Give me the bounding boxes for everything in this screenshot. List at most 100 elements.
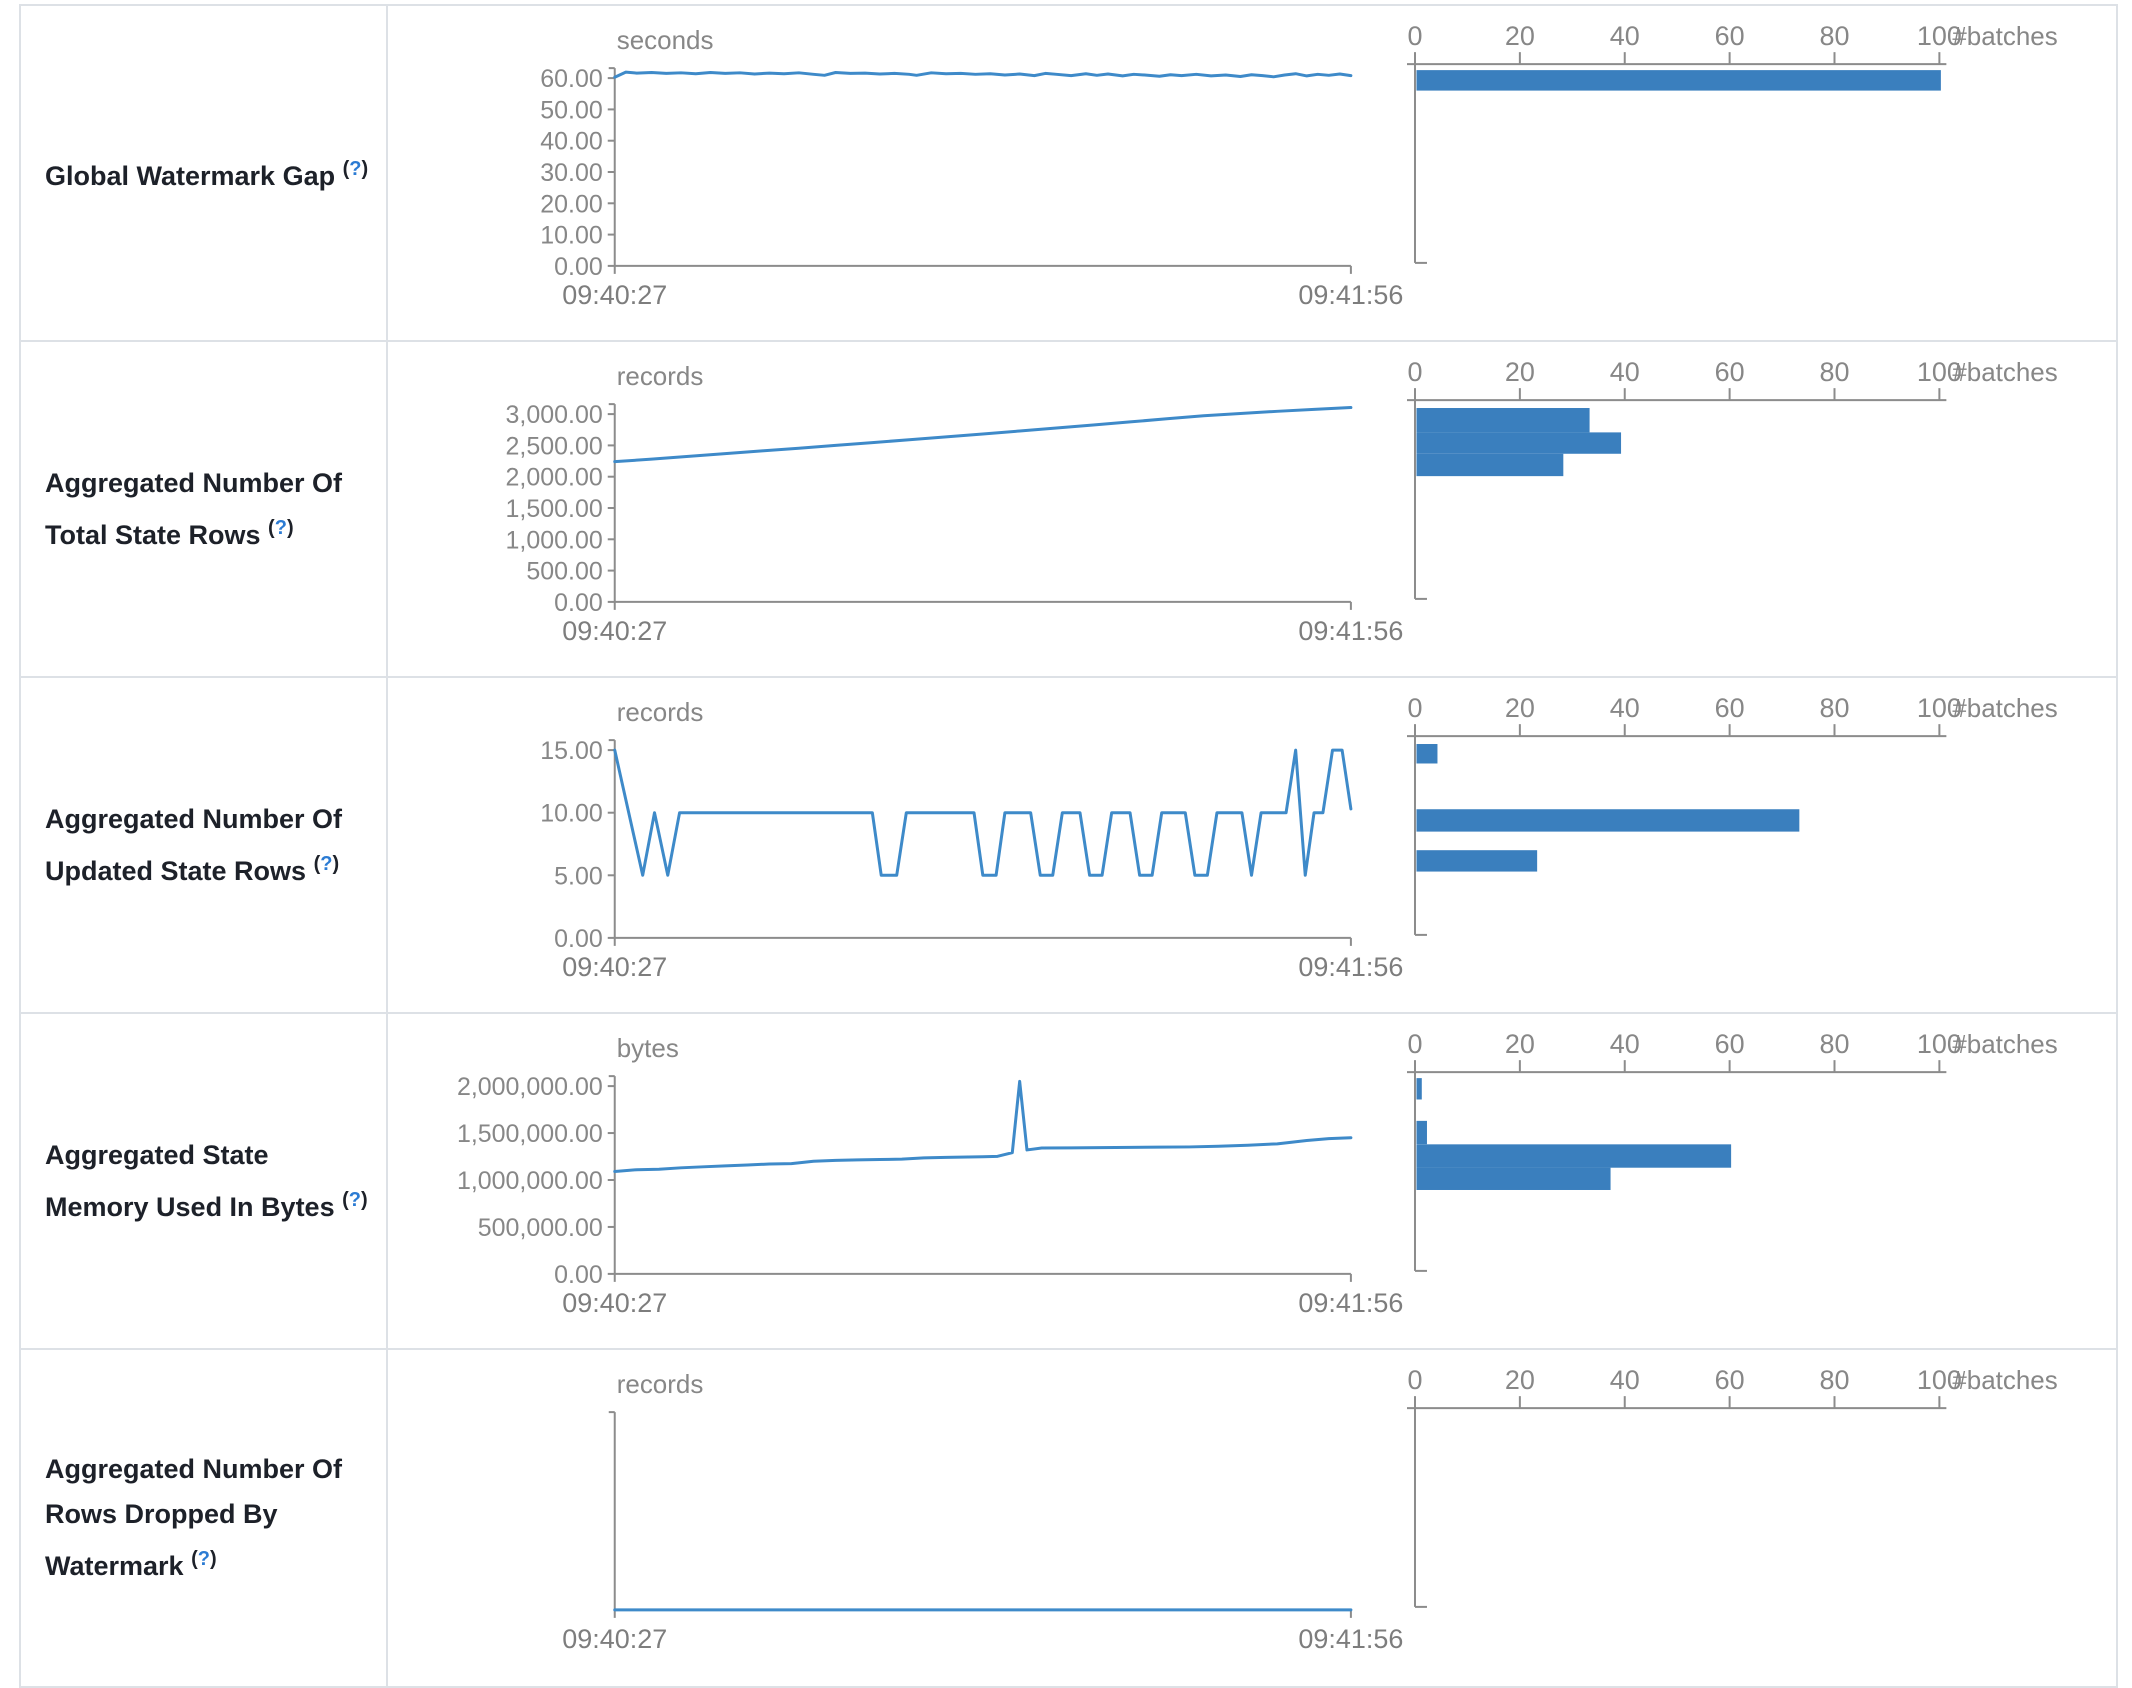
y-tick-label: 20.00 <box>540 190 602 218</box>
histogram-tick-label: 60 <box>1714 1029 1744 1059</box>
histogram-bar <box>1416 1144 1731 1168</box>
help-icon[interactable]: (?) <box>268 516 294 539</box>
y-tick-label: 3,000.00 <box>506 401 603 429</box>
x-axis-start-label: 09:40:27 <box>562 1624 667 1654</box>
timeline-series-line <box>613 406 1353 464</box>
histogram-tick-label: 20 <box>1505 1029 1535 1059</box>
batches-axis-label: #batches <box>1952 357 2057 387</box>
metric-label: Aggregated State Memory Used In Bytes (?… <box>45 1133 378 1230</box>
histogram-bar <box>1416 453 1564 477</box>
y-tick-label: 0.00 <box>554 925 603 953</box>
charts-cell: seconds 60.00 50.00 40.00 30.00 20.00 10.00 0.0… <box>388 6 2116 340</box>
metric-name-text: Aggregated State Memory Used In Bytes <box>45 1139 335 1222</box>
timeline-chart: seconds 60.00 50.00 40.00 30.00 20.00 10.00 0.0… <box>540 25 1403 310</box>
histogram-chart: 0 20 40 60 80 100#batches <box>1406 21 2058 264</box>
histogram-tick-label: 40 <box>1610 693 1640 723</box>
metric-name-text: Aggregated Number Of Rows Dropped By Wat… <box>45 1454 343 1581</box>
y-tick-label: 0.00 <box>554 253 603 281</box>
batches-axis-label: #batches <box>1952 693 2057 723</box>
y-tick-label: 0.00 <box>554 589 603 617</box>
metric-label-cell: Global Watermark Gap (?) <box>21 6 388 340</box>
question-mark-icon[interactable]: ? <box>349 158 362 180</box>
histogram-bar <box>1416 408 1590 433</box>
timeline-series-line <box>613 70 1353 79</box>
x-axis-end-label: 09:41:56 <box>1298 616 1403 646</box>
x-axis-start-label: 09:40:27 <box>562 616 667 646</box>
metric-label-cell: Aggregated State Memory Used In Bytes (?… <box>21 1014 388 1348</box>
histogram-tick-label: 60 <box>1714 1365 1744 1395</box>
batches-axis-label: #batches <box>1952 1365 2057 1395</box>
histogram-tick-label: 80 <box>1819 693 1849 723</box>
histogram-bar <box>1416 850 1537 872</box>
help-icon[interactable]: (?) <box>191 1548 217 1570</box>
metric-row: Aggregated Number Of Rows Dropped By Wat… <box>21 1350 2116 1686</box>
batches-axis-label: #batches <box>1952 1029 2057 1059</box>
y-tick-label: 15.00 <box>540 737 602 765</box>
histogram-tick-label: 100 <box>1917 357 1962 387</box>
histogram-bar <box>1416 70 1941 91</box>
charts-cell: records 09:40:27 09:41:56 0 20 40 60 80 100 #batc… <box>388 1350 2116 1686</box>
y-tick-label: 2,000,000.00 <box>457 1073 603 1101</box>
metric-name-text: Aggregated Number Of Updated State Rows <box>45 803 343 886</box>
histogram-tick-label: 60 <box>1714 693 1744 723</box>
question-mark-icon[interactable]: ? <box>320 852 333 875</box>
histogram-tick-label: 100 <box>1917 1029 1962 1059</box>
y-tick-label: 50.00 <box>540 96 602 124</box>
metric-row: Aggregated State Memory Used In Bytes (?… <box>21 1014 2116 1350</box>
metric-label-cell: Aggregated Number Of Total State Rows (?… <box>21 342 388 676</box>
timeline-series-line <box>613 1079 1353 1174</box>
histogram-tick-label: 60 <box>1714 357 1744 387</box>
charts-cell: records 15.00 10.00 5.00 0.00 09:40:27 09:41:5… <box>388 678 2116 1012</box>
x-axis-start-label: 09:40:27 <box>562 952 667 982</box>
timeline-unit-label: seconds <box>617 25 714 55</box>
histogram-tick-label: 40 <box>1610 21 1640 51</box>
charts-cell: records 3,000.00 2,500.00 2,000.00 1,500.00 1… <box>388 342 2116 676</box>
histogram-tick-label: 0 <box>1407 357 1422 387</box>
timeline-unit-label: records <box>617 697 704 727</box>
histogram-tick-label: 0 <box>1407 1029 1422 1059</box>
metric-row: Aggregated Number Of Total State Rows (?… <box>21 342 2116 678</box>
histogram-chart: 0 20 40 60 80 100#batches <box>1406 357 2058 600</box>
x-axis-end-label: 09:41:56 <box>1298 280 1403 310</box>
histogram-tick-label: 20 <box>1505 21 1535 51</box>
metric-label-cell: Aggregated Number Of Updated State Rows … <box>21 678 388 1012</box>
histogram-tick-label: 20 <box>1505 693 1535 723</box>
histogram-tick-label: 80 <box>1819 21 1849 51</box>
x-axis-start-label: 09:40:27 <box>562 1288 667 1318</box>
x-axis-start-label: 09:40:27 <box>562 280 667 310</box>
question-mark-icon[interactable]: ? <box>197 1548 210 1570</box>
histogram-tick-label: 80 <box>1819 1365 1849 1395</box>
timeline-unit-label: records <box>617 361 704 391</box>
y-tick-label: 1,500.00 <box>506 495 603 523</box>
help-icon[interactable]: (?) <box>342 158 369 180</box>
histogram-tick-label: 20 <box>1505 1365 1535 1395</box>
y-tick-label: 10.00 <box>540 222 602 250</box>
histogram-tick-label: 40 <box>1610 357 1640 387</box>
histogram-tick-label: 100 <box>1917 1365 1962 1395</box>
timeline-unit-label: records <box>617 1369 704 1399</box>
metric-label: Global Watermark Gap (?) <box>45 147 368 199</box>
histogram-chart: 0 20 40 60 80 100#batches <box>1406 1029 2058 1272</box>
timeline-chart: bytes 2,000,000.00 1,500,000.00 1,000,000.0… <box>457 1033 1403 1318</box>
help-icon[interactable]: (?) <box>342 1188 368 1211</box>
histogram-tick-label: 0 <box>1407 1365 1422 1395</box>
x-axis-end-label: 09:41:56 <box>1298 1288 1403 1318</box>
histogram-bar <box>1416 432 1621 454</box>
histogram-tick-label: 0 <box>1407 693 1422 723</box>
histogram-tick-label: 60 <box>1714 21 1744 51</box>
histogram-bar <box>1416 1167 1611 1190</box>
histogram-chart: 0 20 40 60 80 100#batches <box>1406 1365 2058 1608</box>
y-tick-label: 2,000.00 <box>506 464 603 492</box>
metric-row: Aggregated Number Of Updated State Rows … <box>21 678 2116 1014</box>
histogram-tick-label: 40 <box>1610 1029 1640 1059</box>
question-mark-icon[interactable]: ? <box>348 1188 361 1211</box>
help-icon[interactable]: (?) <box>313 852 340 875</box>
y-tick-label: 500,000.00 <box>478 1214 603 1242</box>
y-tick-label: 500.00 <box>526 558 602 586</box>
question-mark-icon[interactable]: ? <box>274 516 287 539</box>
y-tick-label: 0.00 <box>554 1261 603 1289</box>
timeline-unit-label: bytes <box>617 1033 679 1063</box>
timeline-chart: records 3,000.00 2,500.00 2,000.00 1,500.00 1… <box>506 361 1404 646</box>
histogram-bar <box>1416 1078 1422 1100</box>
metric-label: Aggregated Number Of Total State Rows (?… <box>45 461 378 558</box>
